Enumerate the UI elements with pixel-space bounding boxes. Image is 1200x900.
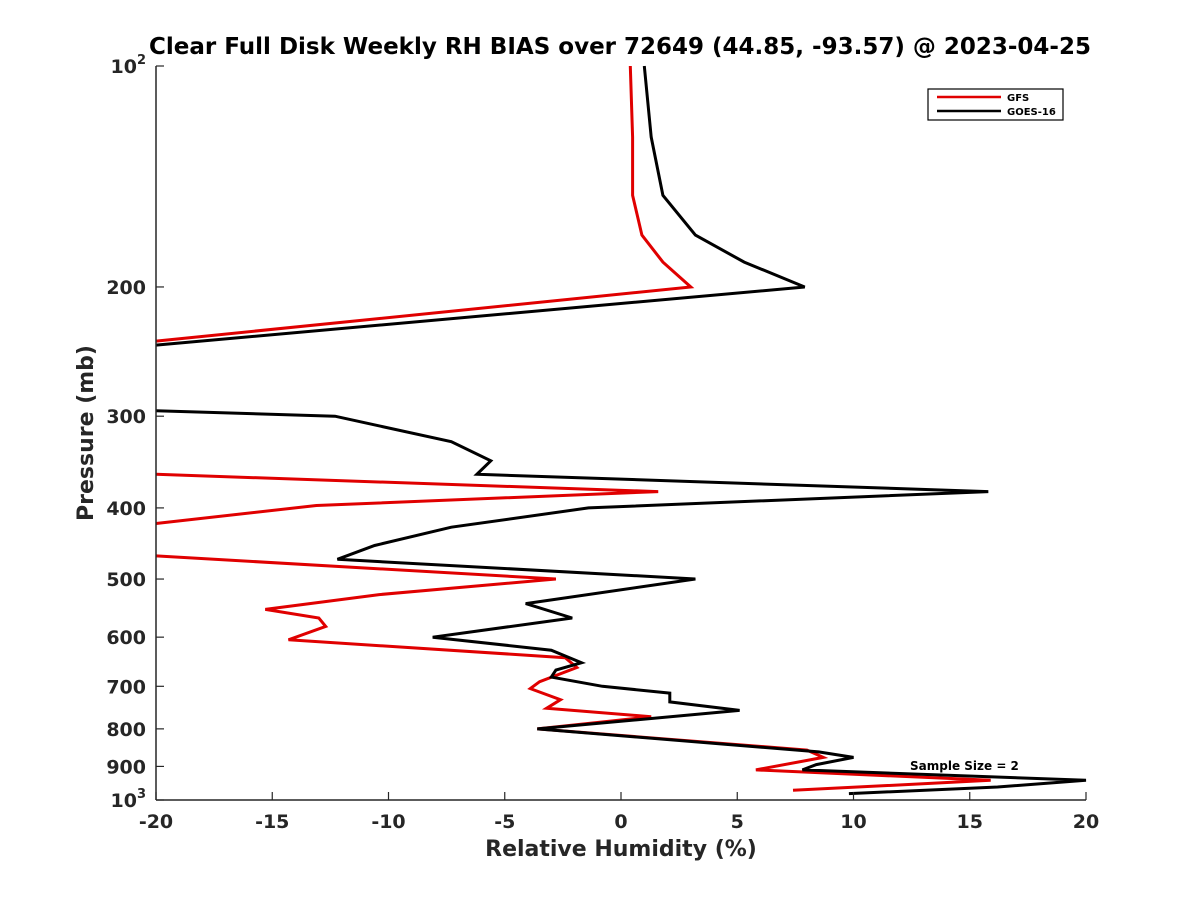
x-tick-label: 5 bbox=[731, 811, 744, 833]
legend-label-gfs: GFS bbox=[1007, 93, 1029, 104]
y-axis-label: Pressure (mb) bbox=[74, 345, 99, 521]
y-tick-label: 500 bbox=[106, 569, 146, 591]
plot-lines bbox=[155, 65, 1087, 796]
y-tick-label: 900 bbox=[106, 756, 146, 778]
x-tick-label: -20 bbox=[139, 811, 173, 833]
x-tick-label: -10 bbox=[371, 811, 405, 833]
sample-size-annotation: Sample Size = 2 bbox=[910, 759, 1019, 773]
x-tick-label: 20 bbox=[1073, 811, 1099, 833]
x-tick-label: 0 bbox=[614, 811, 627, 833]
y-tick-label: 700 bbox=[106, 676, 146, 698]
x-tick-label: 15 bbox=[957, 811, 983, 833]
x-tick-label: 10 bbox=[840, 811, 866, 833]
legend-label-goes16: GOES-16 bbox=[1007, 107, 1056, 118]
y-tick-label: 300 bbox=[106, 406, 146, 428]
chart-title: Clear Full Disk Weekly RH BIAS over 7264… bbox=[149, 34, 1091, 60]
x-axis-label: Relative Humidity (%) bbox=[485, 837, 757, 862]
series-line-gfs bbox=[155, 65, 991, 792]
x-tick-label: -5 bbox=[494, 811, 515, 833]
x-tick-label: -15 bbox=[255, 811, 289, 833]
y-tick-label: 400 bbox=[106, 498, 146, 520]
legend: GFS GOES-16 bbox=[927, 88, 1064, 121]
y-tick-label: 800 bbox=[106, 719, 146, 741]
series-line-goes16 bbox=[155, 65, 1087, 796]
y-tick-label: 200 bbox=[106, 277, 146, 299]
y-tick-label: 600 bbox=[106, 627, 146, 649]
legend-box bbox=[927, 88, 1064, 121]
x-ticks: -20 -15 -10 -5 0 5 10 15 20 bbox=[139, 792, 1099, 833]
